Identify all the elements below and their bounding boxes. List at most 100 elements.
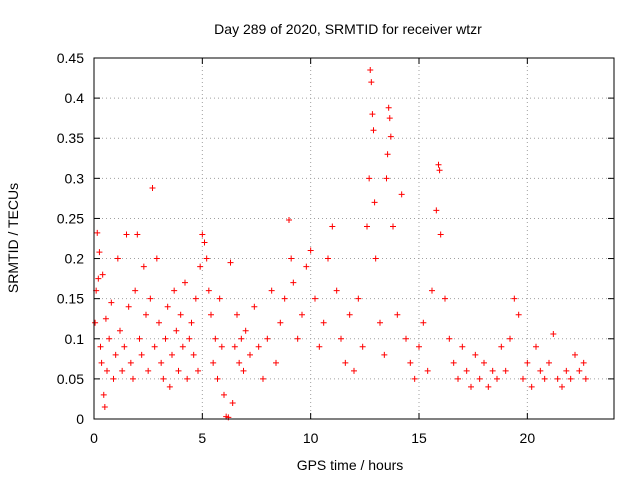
x-tick-label: 5 (198, 430, 206, 446)
data-point (143, 311, 149, 318)
data-point (559, 383, 565, 390)
axis-ticks: 0 0.05 0.1 0.15 0.2 0.25 0.3 0.35 0.4 0.45 0 5 10 15 2… (57, 50, 614, 446)
data-point (435, 161, 442, 168)
data-point (104, 367, 110, 374)
data-point (145, 367, 152, 374)
data-point (114, 255, 121, 262)
data-point (366, 175, 373, 182)
data-point (218, 343, 225, 350)
data-point (140, 263, 147, 270)
y-tick-label: 0.2 (65, 251, 85, 267)
data-point (205, 287, 212, 294)
data-point (96, 249, 103, 256)
data-point (184, 375, 191, 382)
data-point (459, 343, 466, 350)
y-tick-label: 0.35 (57, 130, 84, 146)
data-point (472, 351, 479, 358)
y-tick-label: 0 (76, 411, 84, 427)
data-point (524, 359, 531, 366)
data-point (151, 343, 158, 350)
data-point (153, 255, 160, 262)
data-point (177, 311, 184, 318)
data-point (541, 375, 548, 382)
data-point (132, 287, 139, 294)
data-point (370, 127, 377, 134)
data-point (580, 359, 587, 366)
data-point (98, 359, 105, 366)
data-point (316, 343, 323, 350)
data-point (299, 311, 305, 318)
y-tick-label: 0.25 (57, 210, 84, 226)
data-point (320, 319, 327, 326)
data-point (563, 367, 570, 374)
data-point (281, 295, 288, 302)
data-point (134, 231, 141, 238)
data-point (481, 359, 487, 366)
data-point (247, 351, 253, 358)
data-point (386, 115, 393, 122)
data-point (171, 287, 178, 294)
data-point (197, 263, 204, 270)
data-point (351, 367, 357, 374)
data-point (468, 383, 474, 390)
data-point (138, 351, 145, 358)
data-point (485, 383, 492, 390)
data-point (463, 367, 470, 374)
data-point (130, 375, 136, 382)
data-point (164, 303, 171, 310)
data-point (437, 231, 444, 238)
y-tick-label: 0.4 (65, 90, 85, 106)
chart-title: Day 289 of 2020, SRMTID for receiver wtz… (214, 21, 482, 37)
data-point (377, 319, 383, 326)
data-point (229, 399, 236, 406)
x-tick-label: 15 (411, 430, 427, 446)
grid-lines (94, 58, 614, 419)
x-tick-label: 20 (520, 430, 536, 446)
data-point (101, 403, 108, 410)
data-point (429, 287, 435, 294)
data-point (208, 311, 214, 318)
data-point (186, 335, 193, 342)
data-point (125, 303, 132, 310)
data-point (277, 319, 284, 326)
data-point (108, 299, 115, 306)
data-point (92, 319, 99, 326)
data-point (515, 311, 522, 318)
data-point (355, 295, 362, 302)
data-point (420, 319, 427, 326)
y-axis-label: SRMTID / TECUs (5, 183, 21, 293)
data-point (251, 303, 258, 310)
data-point (288, 255, 295, 262)
data-point (286, 217, 292, 224)
data-point (201, 239, 208, 246)
data-point (158, 359, 165, 366)
y-tick-label: 0.15 (57, 291, 84, 307)
data-point (192, 295, 199, 302)
data-points (92, 67, 589, 421)
data-point (203, 255, 210, 262)
data-point (127, 359, 134, 366)
data-point (572, 351, 578, 358)
data-point (106, 335, 113, 342)
data-point (387, 133, 394, 140)
data-point (338, 335, 344, 342)
data-point (162, 335, 169, 342)
data-point (403, 335, 409, 342)
data-point (102, 315, 109, 322)
data-point (294, 335, 301, 342)
data-point (190, 351, 197, 358)
data-point (498, 343, 505, 350)
data-point (255, 343, 262, 350)
data-point (136, 335, 143, 342)
data-point (394, 311, 401, 318)
data-point (227, 259, 234, 266)
data-point (369, 111, 376, 118)
data-point (372, 255, 379, 262)
data-point (236, 359, 243, 366)
data-point (212, 335, 219, 342)
data-point (411, 375, 418, 382)
data-point (210, 359, 217, 366)
data-point (216, 295, 223, 302)
data-point (442, 295, 448, 302)
